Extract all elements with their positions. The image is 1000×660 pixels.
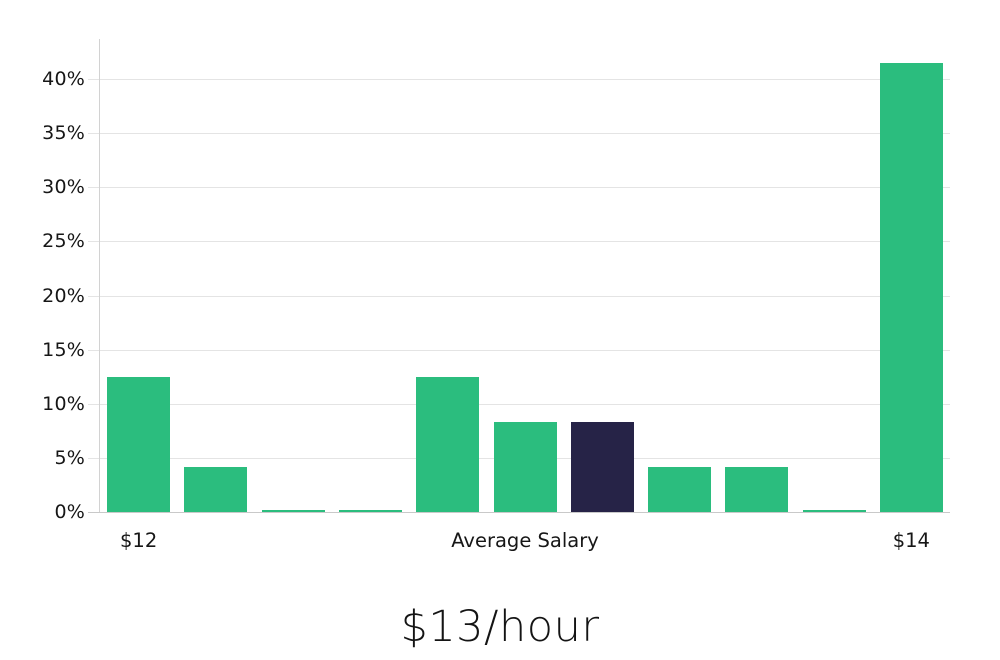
gridline xyxy=(88,187,950,189)
y-tick-label: 35% xyxy=(42,122,85,145)
gridline xyxy=(88,79,950,81)
bar xyxy=(648,466,712,512)
bar xyxy=(261,509,325,512)
y-tick-label: 0% xyxy=(54,501,85,523)
x-tick-label: Average Salary xyxy=(451,529,599,552)
chart-title: $13/hour xyxy=(400,602,600,652)
y-tick-label: 5% xyxy=(54,446,85,469)
x-tick-label: $12 xyxy=(120,529,158,552)
bar xyxy=(338,509,402,512)
gridline xyxy=(88,403,950,405)
y-tick-label: 15% xyxy=(42,338,85,361)
y-tick-label: 40% xyxy=(42,68,85,91)
x-tick-label: $14 xyxy=(892,529,930,552)
highlighted-bar xyxy=(570,422,634,512)
bar xyxy=(493,422,557,512)
bar xyxy=(416,376,480,512)
bar xyxy=(725,466,789,512)
gridline xyxy=(88,349,950,351)
bar xyxy=(107,376,171,512)
y-tick-label: 10% xyxy=(42,392,85,415)
gridline xyxy=(88,133,950,135)
gridline xyxy=(88,295,950,297)
bar xyxy=(184,466,248,512)
bar xyxy=(879,62,943,512)
y-tick-label: 25% xyxy=(42,230,85,253)
y-tick-label: 30% xyxy=(42,176,85,199)
y-tick-label: 20% xyxy=(42,284,85,307)
gridline xyxy=(88,512,950,513)
bar xyxy=(802,509,866,512)
gridline xyxy=(88,241,950,243)
y-axis-spine xyxy=(99,39,100,512)
